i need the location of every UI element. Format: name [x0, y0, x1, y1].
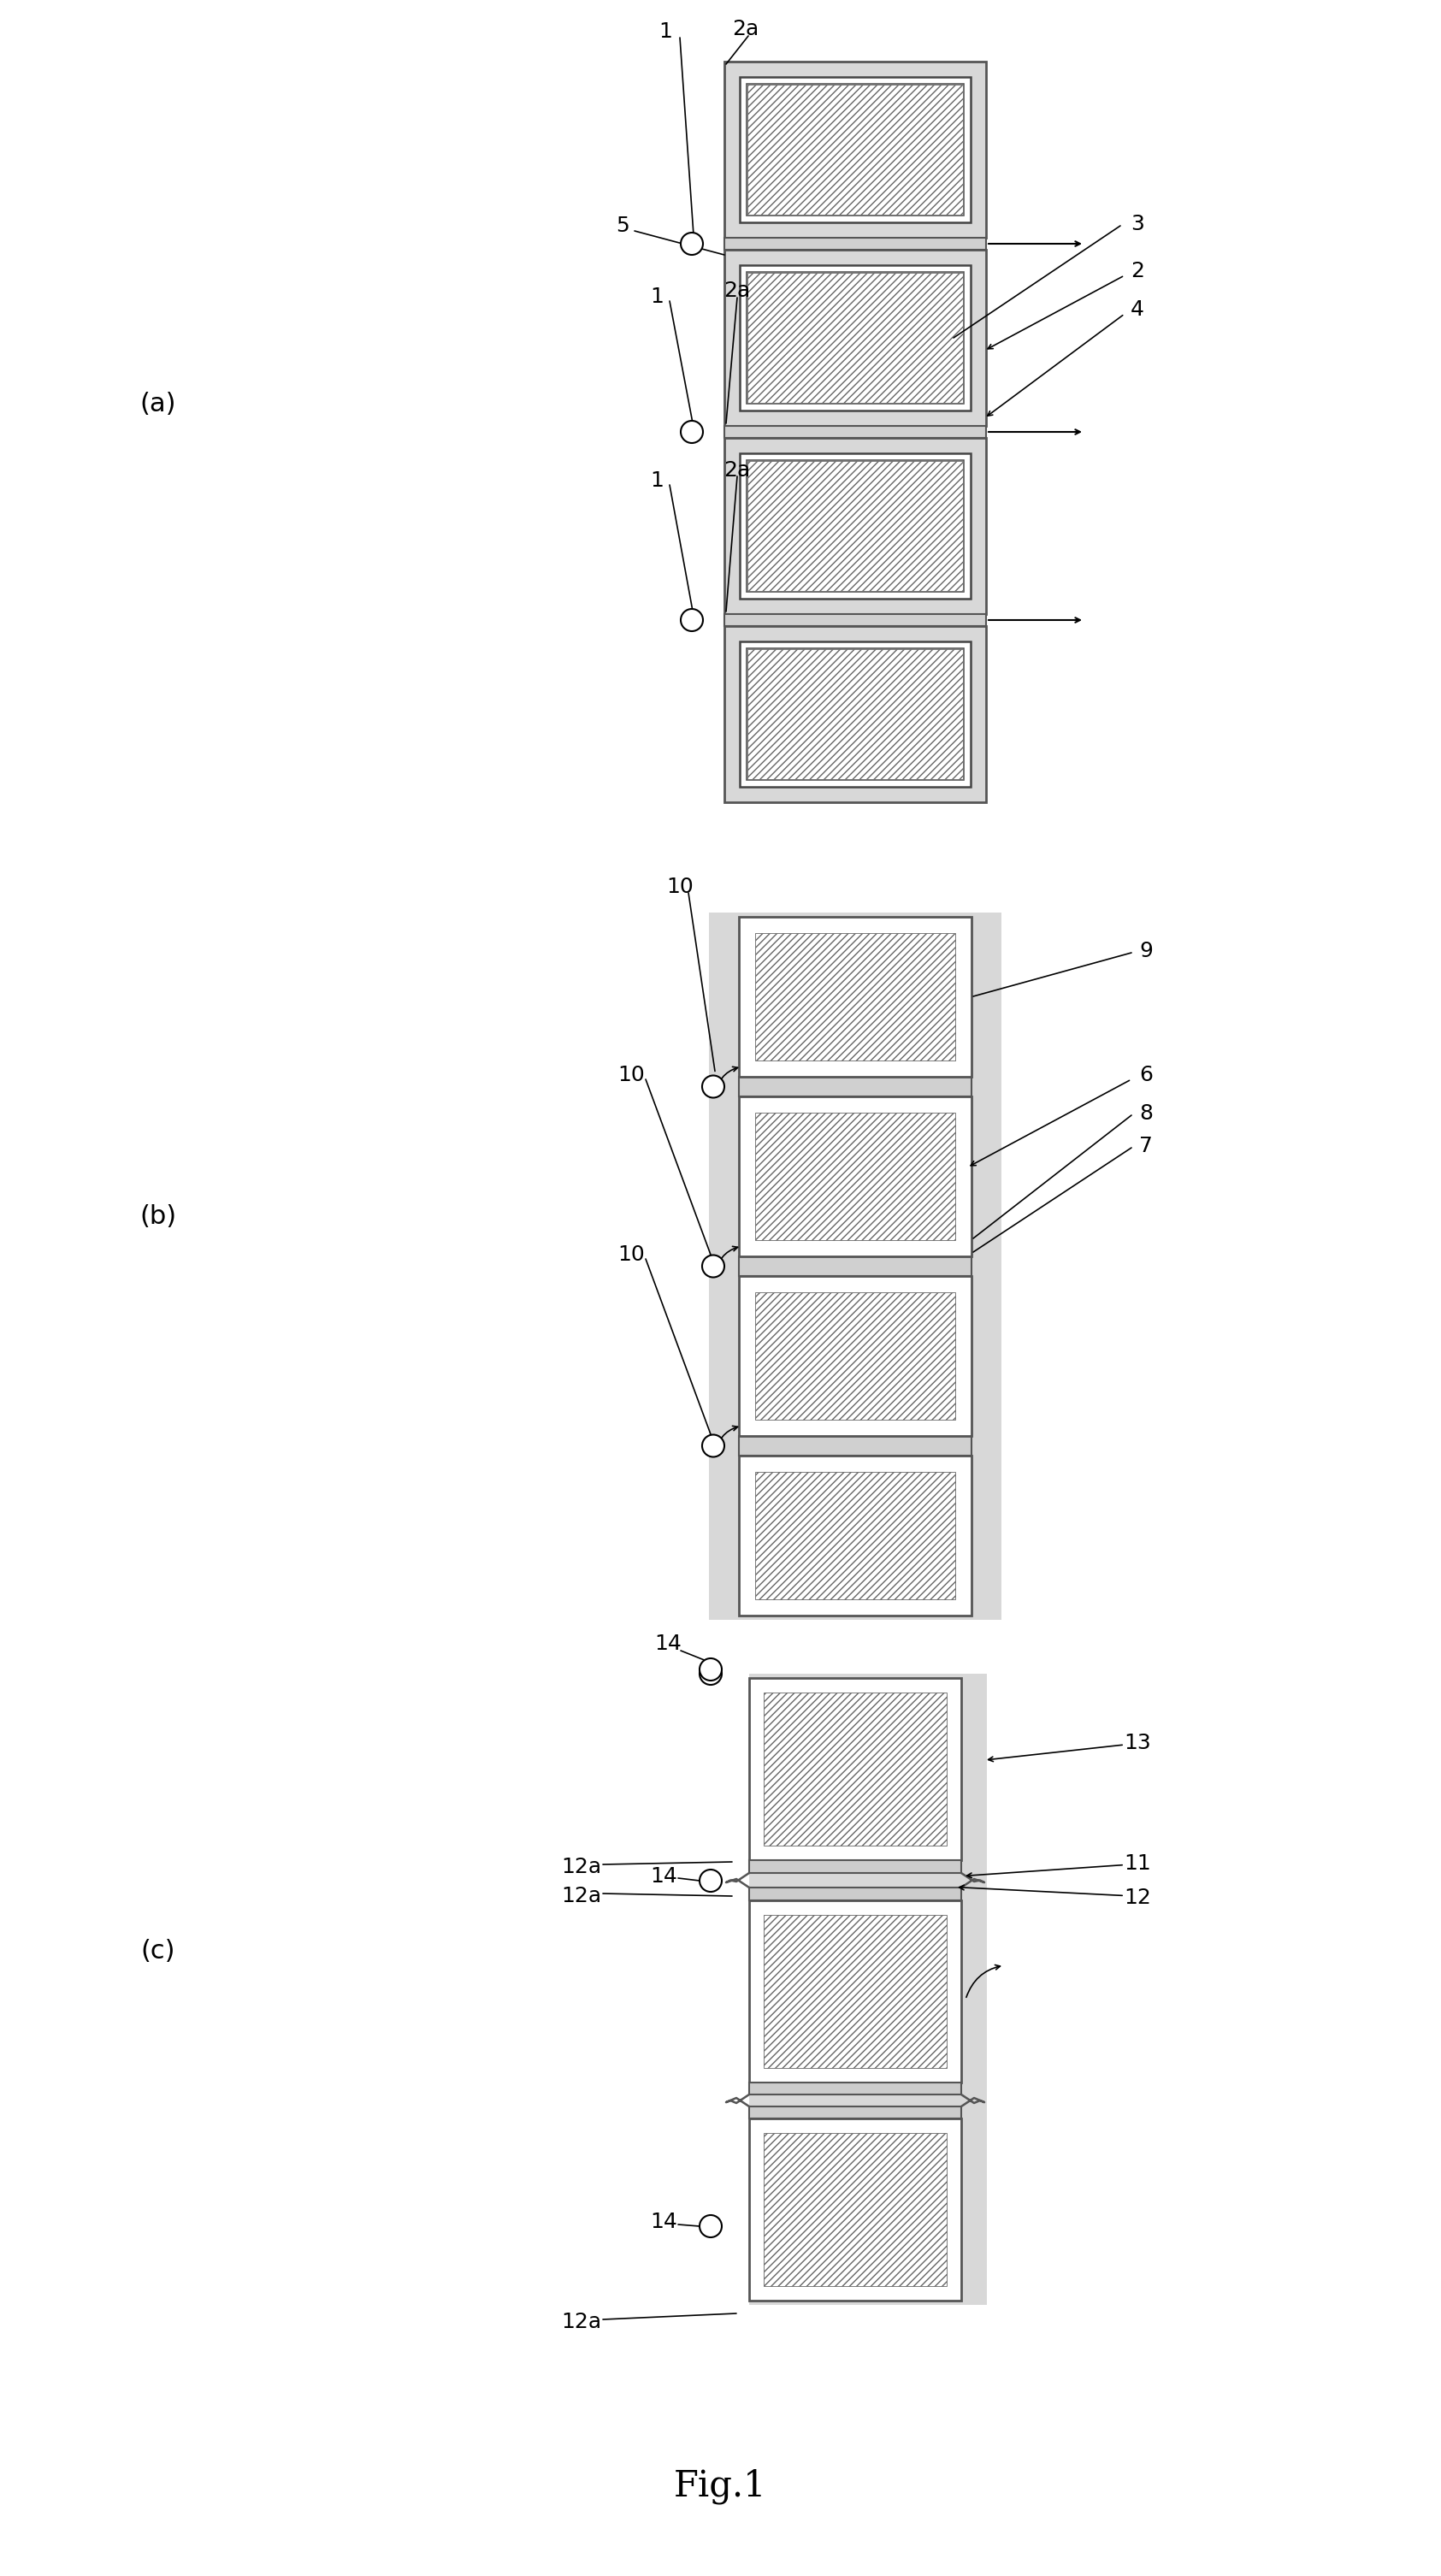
Bar [746, 461, 964, 592]
Circle shape [680, 608, 703, 631]
Text: 2a: 2a [723, 281, 751, 301]
Text: Fig.1: Fig.1 [674, 2468, 767, 2504]
Bar [739, 1077, 971, 1097]
Bar [739, 1257, 971, 1275]
Text: 12a: 12a [562, 2311, 602, 2331]
Text: 12a: 12a [562, 1857, 602, 1878]
Circle shape [699, 1662, 722, 1685]
Bar [725, 438, 986, 613]
Text: 5: 5 [615, 216, 630, 237]
Text: 11: 11 [1124, 1852, 1151, 1873]
Circle shape [702, 1435, 725, 1458]
Text: 10: 10 [618, 1064, 644, 1084]
Bar [749, 1674, 987, 2306]
Text: 9: 9 [1140, 940, 1153, 961]
Text: (b): (b) [140, 1203, 177, 1229]
Text: 14: 14 [650, 1865, 677, 1886]
Bar [755, 1293, 955, 1419]
Text: 1: 1 [659, 21, 672, 41]
Text: 12: 12 [1124, 1888, 1151, 1909]
Bar [725, 626, 986, 801]
Text: 14: 14 [654, 1633, 682, 1654]
Circle shape [699, 2215, 722, 2239]
Bar [749, 2107, 961, 2117]
Bar [725, 62, 986, 237]
Text: 3: 3 [1131, 214, 1144, 234]
Text: 1: 1 [650, 286, 663, 307]
Text: (a): (a) [140, 392, 176, 417]
Circle shape [680, 232, 703, 255]
Bar [739, 1097, 971, 1257]
Bar [739, 641, 971, 786]
Bar [749, 1901, 961, 2081]
Bar [739, 917, 971, 1077]
Circle shape [702, 1074, 725, 1097]
Bar [748, 273, 963, 402]
Text: 14: 14 [650, 2213, 677, 2233]
Bar [739, 1455, 971, 1615]
Bar [749, 1860, 961, 1873]
Bar [755, 1113, 955, 1239]
Text: 2: 2 [1131, 260, 1144, 281]
Bar [748, 649, 963, 778]
Bar [764, 2133, 947, 2285]
Bar [748, 85, 963, 214]
Bar [739, 265, 971, 410]
Text: 10: 10 [666, 876, 693, 896]
Bar [739, 1435, 971, 1455]
Bar [749, 2117, 961, 2300]
Bar [748, 461, 963, 590]
Bar [764, 1914, 947, 2069]
Bar [725, 425, 986, 438]
Circle shape [699, 1870, 722, 1891]
Bar [749, 1677, 961, 1860]
Bar [739, 1275, 971, 1435]
Bar [749, 2081, 961, 2094]
Bar [709, 912, 1001, 1620]
Text: 2a: 2a [723, 461, 751, 482]
Bar [725, 237, 986, 250]
Bar [739, 77, 971, 222]
Text: 13: 13 [1124, 1734, 1151, 1754]
Bar [725, 250, 986, 425]
Text: 8: 8 [1140, 1103, 1153, 1123]
Bar [746, 85, 964, 216]
Text: 6: 6 [1140, 1064, 1153, 1084]
Circle shape [702, 1255, 725, 1278]
Text: 10: 10 [618, 1244, 644, 1265]
Text: 1: 1 [650, 471, 663, 492]
Text: (c): (c) [141, 1940, 176, 1963]
Bar [755, 1471, 955, 1600]
Bar [746, 273, 964, 404]
Bar [764, 1692, 947, 1844]
Text: 12a: 12a [562, 1886, 602, 1906]
Text: 7: 7 [1140, 1136, 1153, 1157]
Bar [725, 613, 986, 626]
Bar [739, 453, 971, 598]
Circle shape [680, 420, 703, 443]
Text: 2a: 2a [732, 18, 759, 39]
Bar [749, 1888, 961, 1901]
Text: 4: 4 [1131, 299, 1144, 319]
Circle shape [699, 1659, 722, 1680]
Bar [746, 649, 964, 781]
Bar [755, 933, 955, 1061]
